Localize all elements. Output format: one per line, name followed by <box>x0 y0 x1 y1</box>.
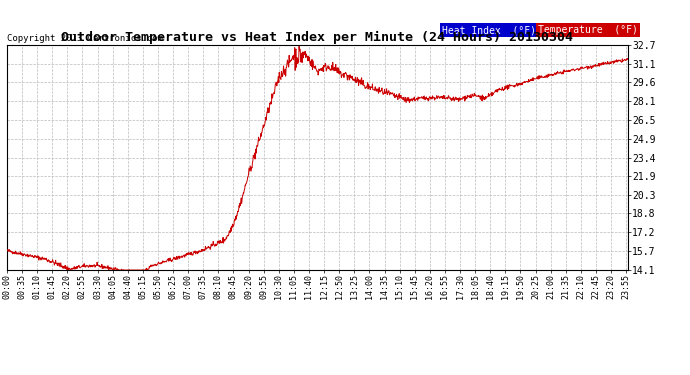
Text: Heat Index  (°F): Heat Index (°F) <box>442 26 535 35</box>
Title: Outdoor Temperature vs Heat Index per Minute (24 Hours) 20130304: Outdoor Temperature vs Heat Index per Mi… <box>61 31 573 44</box>
Text: Temperature  (°F): Temperature (°F) <box>538 26 638 35</box>
Text: Copyright 2013 Cartronics.com: Copyright 2013 Cartronics.com <box>7 34 163 43</box>
